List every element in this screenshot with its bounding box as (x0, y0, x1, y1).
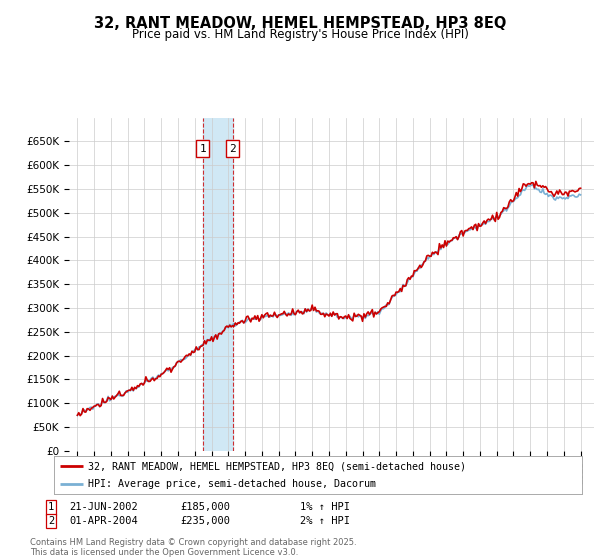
Text: 1: 1 (48, 502, 54, 512)
Text: 32, RANT MEADOW, HEMEL HEMPSTEAD, HP3 8EQ (semi-detached house): 32, RANT MEADOW, HEMEL HEMPSTEAD, HP3 8E… (88, 461, 466, 471)
Text: Contains HM Land Registry data © Crown copyright and database right 2025.
This d: Contains HM Land Registry data © Crown c… (30, 538, 356, 557)
Text: 2: 2 (229, 143, 236, 153)
Text: 32, RANT MEADOW, HEMEL HEMPSTEAD, HP3 8EQ: 32, RANT MEADOW, HEMEL HEMPSTEAD, HP3 8E… (94, 16, 506, 31)
Text: 1% ↑ HPI: 1% ↑ HPI (300, 502, 350, 512)
Text: 01-APR-2004: 01-APR-2004 (69, 516, 138, 526)
Text: £185,000: £185,000 (180, 502, 230, 512)
Text: £235,000: £235,000 (180, 516, 230, 526)
Bar (203, 118, 233, 451)
Text: HPI: Average price, semi-detached house, Dacorum: HPI: Average price, semi-detached house,… (88, 479, 376, 489)
Text: 1: 1 (199, 143, 206, 153)
Text: 2% ↑ HPI: 2% ↑ HPI (300, 516, 350, 526)
Text: 21-JUN-2002: 21-JUN-2002 (69, 502, 138, 512)
Text: Price paid vs. HM Land Registry's House Price Index (HPI): Price paid vs. HM Land Registry's House … (131, 28, 469, 41)
Text: 2: 2 (48, 516, 54, 526)
